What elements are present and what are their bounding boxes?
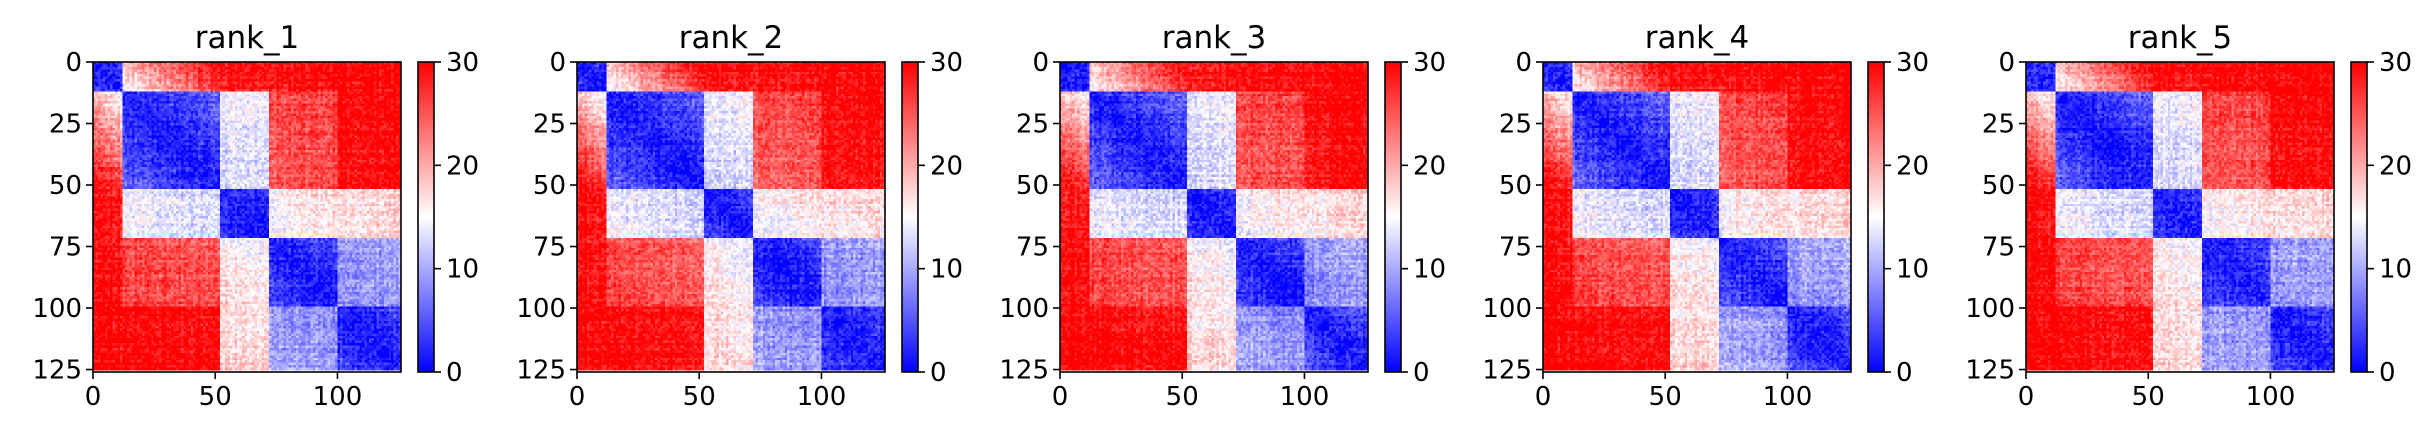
x-tick-label: 100	[313, 382, 363, 412]
x-tick-label: 50	[199, 382, 232, 412]
colorbar-gradient	[1868, 62, 1884, 372]
panel-title: rank_3	[1162, 20, 1267, 56]
y-tick-label: 75	[533, 233, 566, 263]
colorbar-tick-label: 10	[1896, 255, 1929, 285]
y-tick-label: 0	[65, 48, 82, 78]
x-tick-label: 100	[1280, 382, 1330, 412]
heatmap-cells	[93, 62, 401, 370]
heatmap-cells	[1543, 62, 1851, 370]
colorbar-tick-label: 10	[446, 255, 479, 285]
y-tick-label: 50	[1499, 171, 1532, 201]
x-tick-label: 0	[569, 382, 586, 412]
colorbar: 0 10 20 30	[902, 48, 963, 388]
y-tick-label: 25	[1499, 110, 1532, 140]
x-tick-label: 100	[1763, 382, 1813, 412]
colorbar-tick-label: 20	[446, 151, 479, 181]
panel-title: rank_1	[195, 20, 300, 56]
x-tick-label: 100	[2246, 382, 2296, 412]
y-tick-label: 50	[1982, 171, 2015, 201]
y-tick-label: 100	[999, 294, 1049, 324]
y-tick-label: 125	[999, 356, 1049, 386]
x-tick-label: 0	[85, 382, 102, 412]
colorbar-tick-label: 30	[446, 48, 479, 78]
y-tick-label: 75	[1982, 233, 2015, 263]
x-tick-label: 0	[1052, 382, 1069, 412]
colorbar-tick-label: 30	[2379, 48, 2412, 78]
colorbar-tick-label: 0	[1896, 358, 1913, 388]
y-tick-label: 25	[1982, 110, 2015, 140]
y-tick-label: 25	[1016, 110, 1049, 140]
colorbar-tick-label: 0	[446, 358, 463, 388]
heatmap-cells	[1060, 62, 1368, 370]
x-tick-label: 0	[2018, 382, 2035, 412]
colorbar-gradient	[902, 62, 918, 372]
colorbar-tick-label: 10	[1413, 255, 1446, 285]
x-tick-label: 50	[2132, 382, 2165, 412]
colorbar-tick-label: 10	[2379, 255, 2412, 285]
x-tick-label: 0	[1535, 382, 1552, 412]
heatmap-cells	[2026, 62, 2334, 370]
colorbar-tick-label: 30	[1413, 48, 1446, 78]
colorbar-tick-label: 0	[1413, 358, 1430, 388]
colorbar-tick-label: 0	[930, 358, 947, 388]
y-tick-label: 75	[1016, 233, 1049, 263]
y-tick-label: 100	[32, 294, 82, 324]
y-tick-label: 0	[1515, 48, 1532, 78]
colorbar-tick-label: 30	[1896, 48, 1929, 78]
colorbar: 0 10 20 30	[1385, 48, 1446, 388]
panel-title: rank_4	[1645, 20, 1750, 56]
colorbar-gradient	[2351, 62, 2367, 372]
y-tick-label: 125	[516, 356, 566, 386]
colorbar-tick-label: 20	[1896, 151, 1929, 181]
y-tick-label: 0	[1998, 48, 2015, 78]
colorbar-gradient	[1385, 62, 1401, 372]
colorbar: 0 10 20 30	[2351, 48, 2412, 388]
y-tick-label: 50	[1016, 171, 1049, 201]
panel-title: rank_5	[2128, 20, 2233, 56]
y-tick-label: 50	[49, 171, 82, 201]
y-tick-label: 75	[49, 233, 82, 263]
colorbar-gradient	[418, 62, 434, 372]
y-tick-label: 75	[1499, 233, 1532, 263]
colorbar-tick-label: 0	[2379, 358, 2396, 388]
panel-title: rank_2	[679, 20, 784, 56]
y-tick-label: 25	[533, 110, 566, 140]
x-tick-label: 50	[1649, 382, 1682, 412]
colorbar-tick-label: 20	[2379, 151, 2412, 181]
y-tick-label: 125	[1482, 356, 1532, 386]
colorbar-tick-label: 20	[930, 151, 963, 181]
colorbar-tick-label: 20	[1413, 151, 1446, 181]
x-tick-label: 50	[683, 382, 716, 412]
colorbar: 0 10 20 30	[418, 48, 479, 388]
colorbar: 0 10 20 30	[1868, 48, 1929, 388]
y-tick-label: 125	[32, 356, 82, 386]
y-tick-label: 100	[1965, 294, 2015, 324]
y-tick-label: 0	[549, 48, 566, 78]
x-tick-label: 50	[1166, 382, 1199, 412]
x-tick-label: 100	[797, 382, 847, 412]
y-tick-label: 25	[49, 110, 82, 140]
heatmap-cells	[577, 62, 885, 370]
colorbar-tick-label: 30	[930, 48, 963, 78]
colorbar-tick-label: 10	[930, 255, 963, 285]
y-tick-label: 100	[516, 294, 566, 324]
y-tick-label: 50	[533, 171, 566, 201]
y-tick-label: 100	[1482, 294, 1532, 324]
y-tick-label: 125	[1965, 356, 2015, 386]
y-tick-label: 0	[1032, 48, 1049, 78]
